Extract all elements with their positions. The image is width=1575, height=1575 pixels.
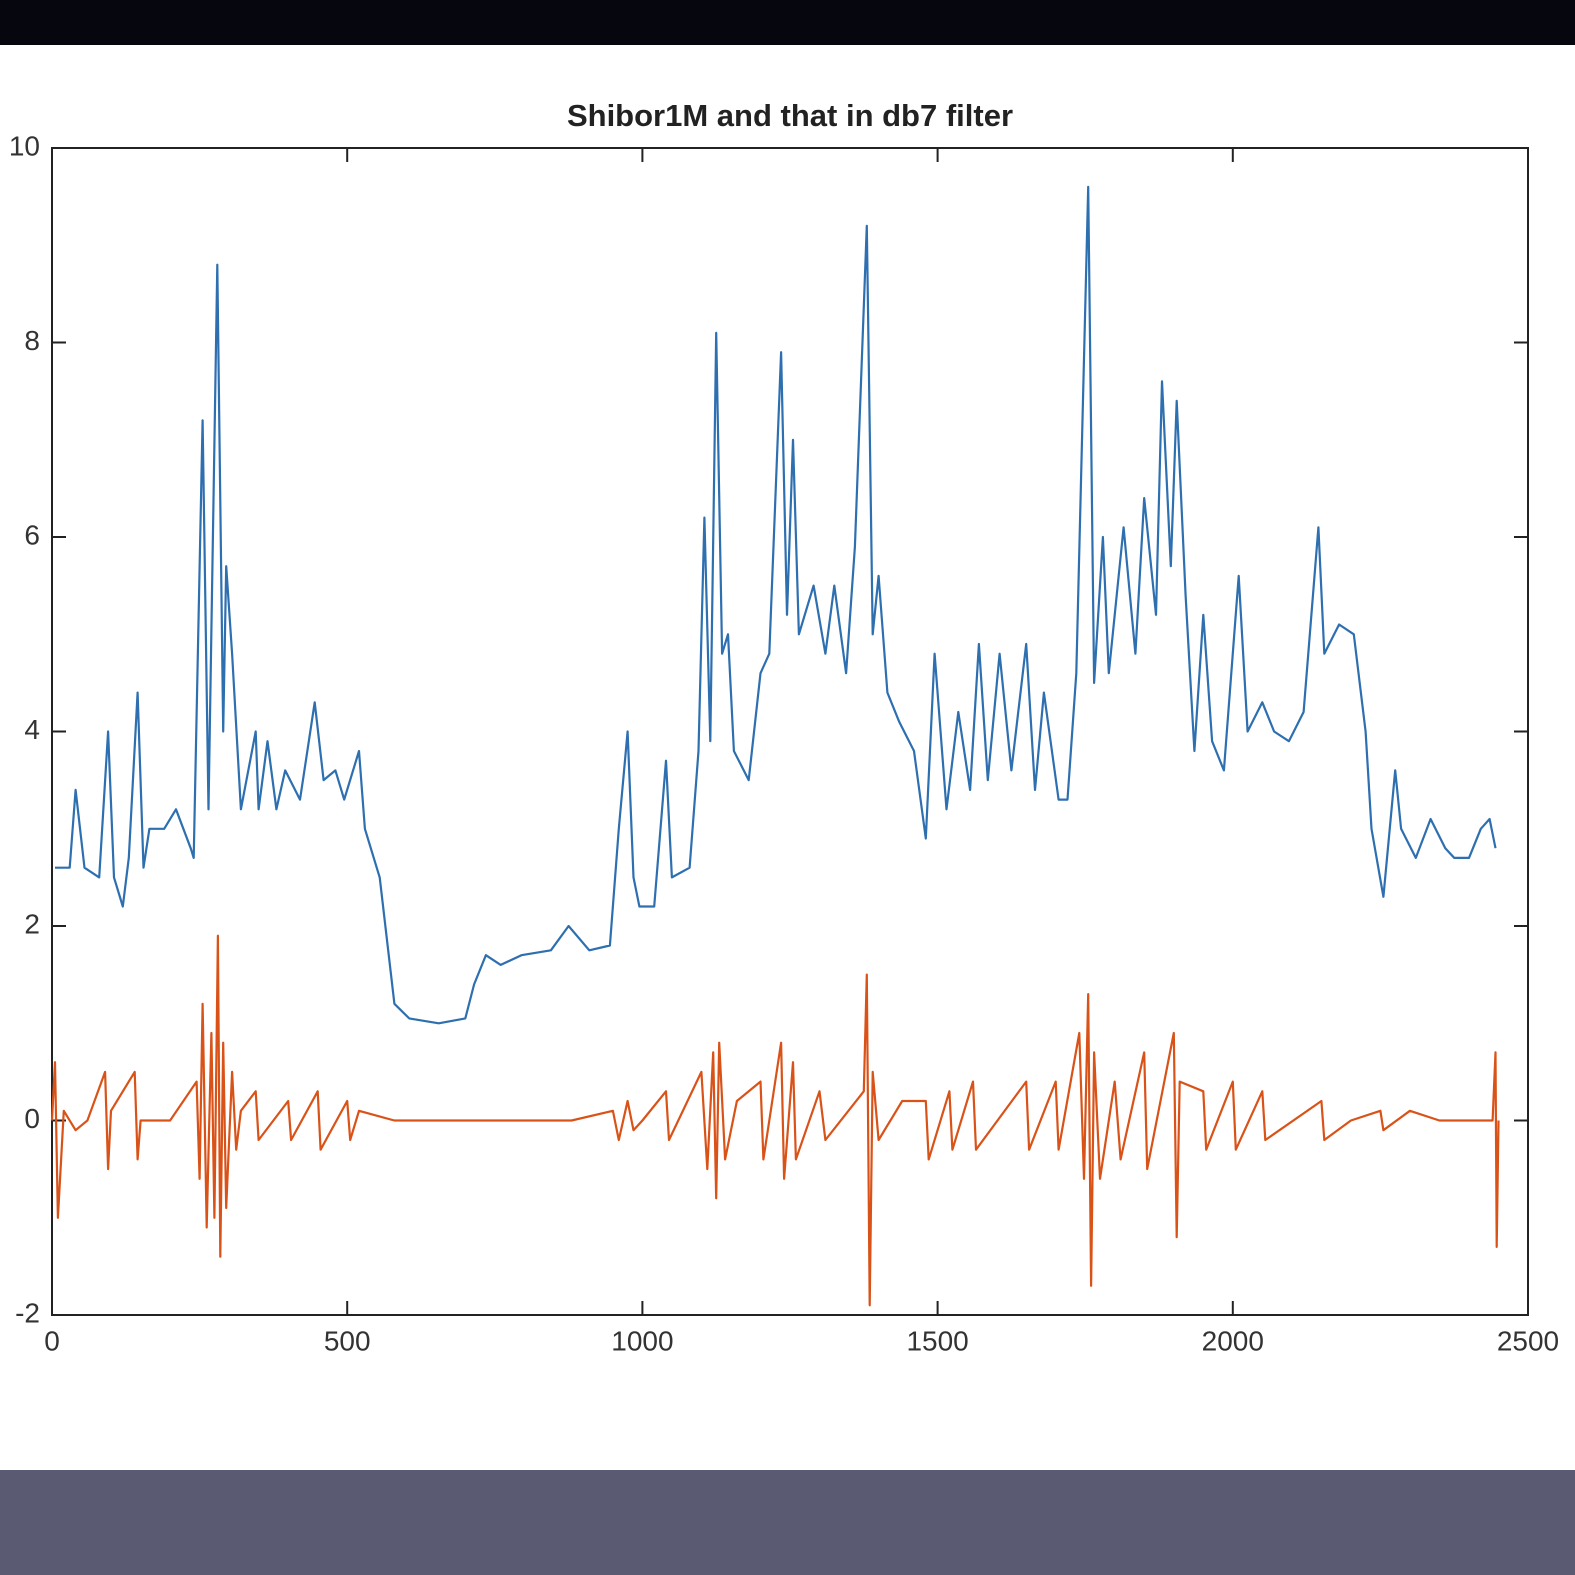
y-tick-label: 2 <box>24 908 40 939</box>
x-tick-label: 2500 <box>1497 1325 1559 1356</box>
y-tick-label: -2 <box>15 1297 40 1328</box>
series-line <box>50 934 1500 1307</box>
y-tick-label: 10 <box>9 130 40 161</box>
y-tick-label: 0 <box>24 1103 40 1134</box>
chart-title: Shibor1M and that in db7 filter <box>567 98 1013 133</box>
x-tick-label: 500 <box>324 1325 371 1356</box>
plot-frame <box>51 147 1529 1316</box>
y-tick-label: 6 <box>24 519 40 550</box>
x-tick-label: 1000 <box>611 1325 673 1356</box>
bottom-bar <box>0 1470 1575 1575</box>
x-tick-label: 0 <box>44 1325 60 1356</box>
x-tick-label: 1500 <box>906 1325 968 1356</box>
y-tick-label: 4 <box>24 714 40 745</box>
x-tick-label: 2000 <box>1202 1325 1264 1356</box>
y-tick-label: 8 <box>24 325 40 356</box>
top-bar <box>0 0 1575 45</box>
series-line <box>55 185 1497 1025</box>
